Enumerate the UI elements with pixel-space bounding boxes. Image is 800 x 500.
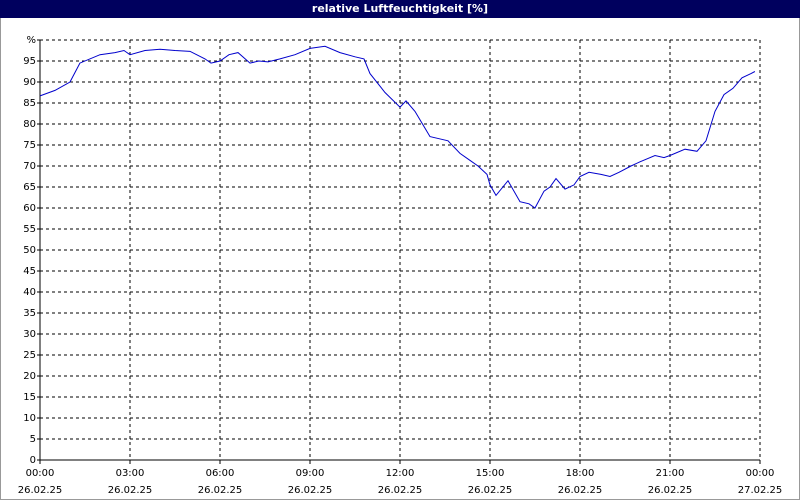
y-tick-label: 60 bbox=[23, 203, 36, 214]
y-tick-label: 85 bbox=[23, 98, 36, 109]
y-tick-label: 70 bbox=[23, 161, 36, 172]
x-tick-label: 15:00 bbox=[476, 468, 505, 479]
y-tick-label: 20 bbox=[23, 371, 36, 382]
x-tick-date: 26.02.25 bbox=[18, 485, 63, 496]
y-tick-label: 0 bbox=[30, 455, 36, 466]
x-tick-date: 26.02.25 bbox=[108, 485, 153, 496]
y-tick-label: 25 bbox=[23, 350, 36, 361]
x-tick-date: 26.02.25 bbox=[558, 485, 603, 496]
x-tick-date: 26.02.25 bbox=[288, 485, 333, 496]
x-tick-label: 18:00 bbox=[566, 468, 595, 479]
y-tick-label: 10 bbox=[23, 413, 36, 424]
y-tick-label: 75 bbox=[23, 140, 36, 151]
y-tick-label: 95 bbox=[23, 56, 36, 67]
x-tick-date: 26.02.25 bbox=[198, 485, 243, 496]
x-tick-label: 09:00 bbox=[296, 468, 325, 479]
x-tick-label: 12:00 bbox=[386, 468, 415, 479]
title-bar bbox=[0, 0, 800, 18]
y-tick-label: 50 bbox=[23, 245, 36, 256]
x-tick-label: 00:00 bbox=[26, 468, 55, 479]
x-tick-date: 26.02.25 bbox=[468, 485, 513, 496]
y-tick-label: 55 bbox=[23, 224, 36, 235]
x-tick-date: 27.02.25 bbox=[738, 485, 783, 496]
x-tick-date: 26.02.25 bbox=[378, 485, 423, 496]
y-tick-label: % bbox=[26, 35, 36, 46]
x-tick-date: 26.02.25 bbox=[648, 485, 693, 496]
y-tick-label: 80 bbox=[23, 119, 36, 130]
x-tick-label: 06:00 bbox=[206, 468, 235, 479]
y-tick-label: 30 bbox=[23, 329, 36, 340]
y-tick-label: 90 bbox=[23, 77, 36, 88]
x-tick-label: 00:00 bbox=[746, 468, 775, 479]
x-tick-label: 21:00 bbox=[656, 468, 685, 479]
data-line bbox=[39, 45, 756, 209]
x-tick-label: 03:00 bbox=[116, 468, 145, 479]
y-tick-label: 35 bbox=[23, 308, 36, 319]
y-tick-label: 65 bbox=[23, 182, 36, 193]
chart-title: relative Luftfeuchtigkeit [%] bbox=[312, 2, 488, 15]
y-tick-label: 5 bbox=[30, 434, 36, 445]
y-tick-label: 40 bbox=[23, 287, 36, 298]
y-tick-label: 45 bbox=[23, 266, 36, 277]
y-tick-label: 15 bbox=[23, 392, 36, 403]
